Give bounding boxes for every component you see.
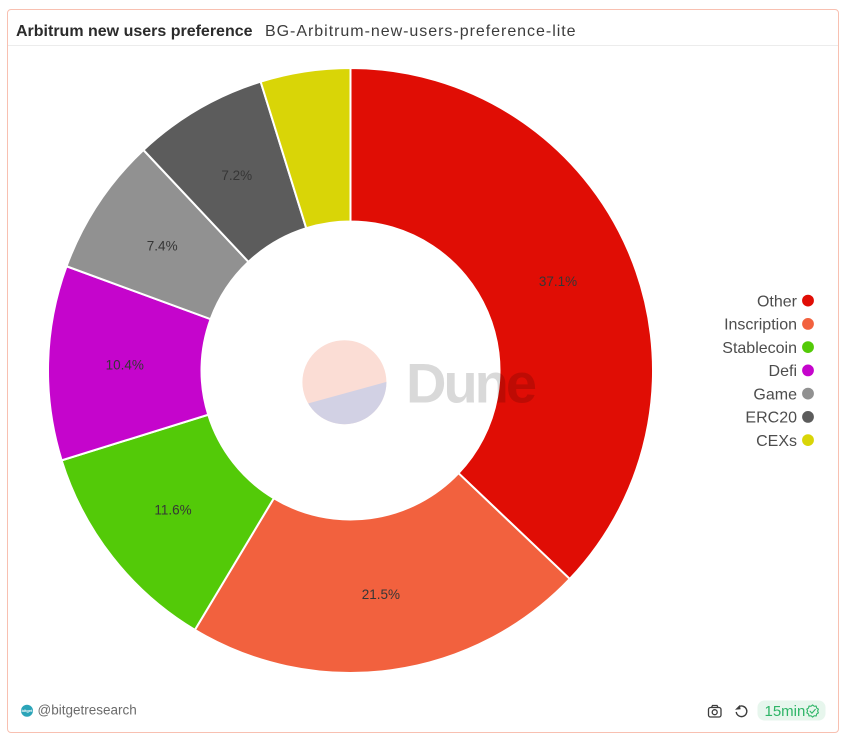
svg-text:10.4%: 10.4%	[106, 358, 144, 373]
svg-text:Other: Other	[757, 293, 798, 310]
svg-text:BG-Arbitrum-new-users-preferen: BG-Arbitrum-new-users-preference-lite	[265, 23, 577, 40]
svg-text:Dune: Dune	[406, 351, 536, 414]
svg-text:CEXs: CEXs	[756, 433, 797, 450]
svg-text:Game: Game	[753, 386, 797, 403]
svg-text:21.5%: 21.5%	[362, 587, 400, 602]
svg-text:bitget: bitget	[22, 708, 34, 713]
svg-text:7.2%: 7.2%	[221, 168, 252, 183]
svg-text:11.6%: 11.6%	[154, 503, 191, 518]
svg-text:15min: 15min	[765, 703, 806, 720]
svg-text:@bitgetresearch: @bitgetresearch	[38, 703, 137, 718]
svg-text:Arbitrum new users preference: Arbitrum new users preference	[16, 23, 253, 40]
svg-text:Inscription: Inscription	[724, 317, 797, 334]
svg-text:37.1%: 37.1%	[539, 274, 577, 289]
svg-text:7.4%: 7.4%	[147, 239, 178, 254]
svg-text:Stablecoin: Stablecoin	[722, 340, 797, 357]
svg-text:Defi: Defi	[769, 363, 797, 380]
svg-text:ERC20: ERC20	[745, 410, 797, 427]
